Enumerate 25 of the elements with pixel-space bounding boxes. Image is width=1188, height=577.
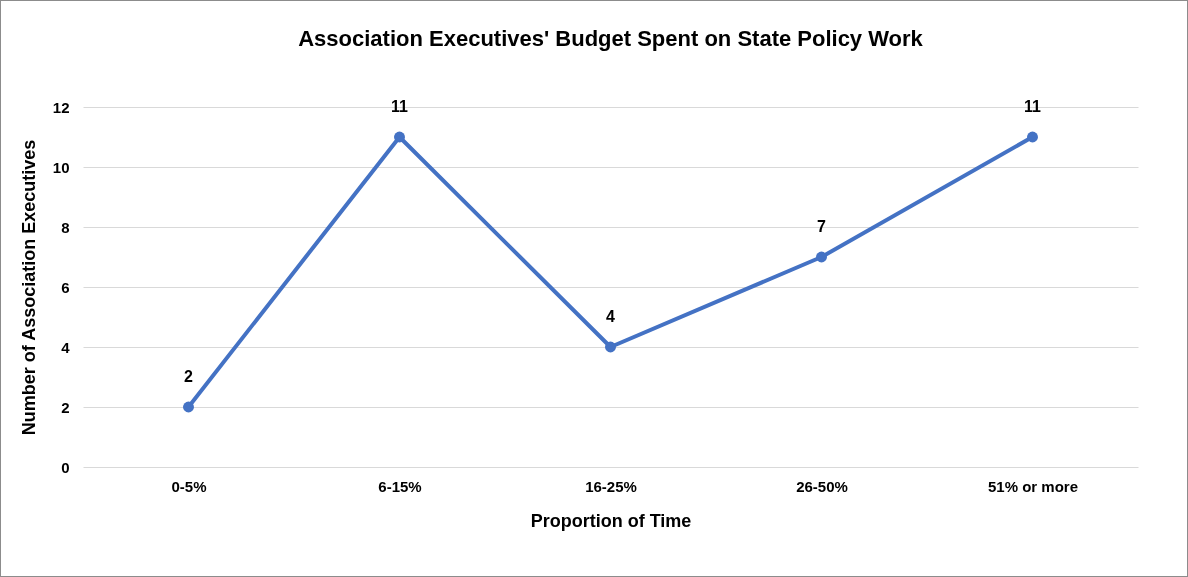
y-tick-label: 8 [61, 218, 70, 236]
x-tick-label: 26-50% [796, 477, 848, 495]
chart-title: Association Executives' Budget Spent on State Policy Work [298, 26, 924, 51]
data-label: 7 [817, 218, 827, 235]
data-label: 11 [391, 98, 409, 115]
data-label: 2 [184, 368, 194, 385]
y-tick-label: 0 [61, 458, 70, 476]
data-label: 11 [1024, 98, 1042, 115]
point [183, 401, 194, 413]
x-tick-label: 6-15% [378, 477, 422, 495]
x-tick-label: 16-25% [585, 477, 637, 495]
point [816, 251, 827, 263]
y-tick-label: 6 [61, 278, 70, 296]
x-tick-label: 51% or more [987, 477, 1079, 495]
y-axis-title: Number of Association Executives [18, 139, 39, 436]
data-label: 4 [606, 308, 616, 325]
y-tick-label: 10 [52, 158, 70, 176]
y-tick-label: 4 [61, 338, 71, 356]
point [1027, 131, 1038, 143]
y-tick-label: 12 [52, 98, 70, 116]
x-tick-label: 0-5% [171, 477, 207, 495]
point [605, 341, 616, 353]
point [394, 131, 405, 143]
y-tick-label: 2 [61, 398, 70, 416]
x-axis-title: Proportion of Time [530, 510, 692, 531]
